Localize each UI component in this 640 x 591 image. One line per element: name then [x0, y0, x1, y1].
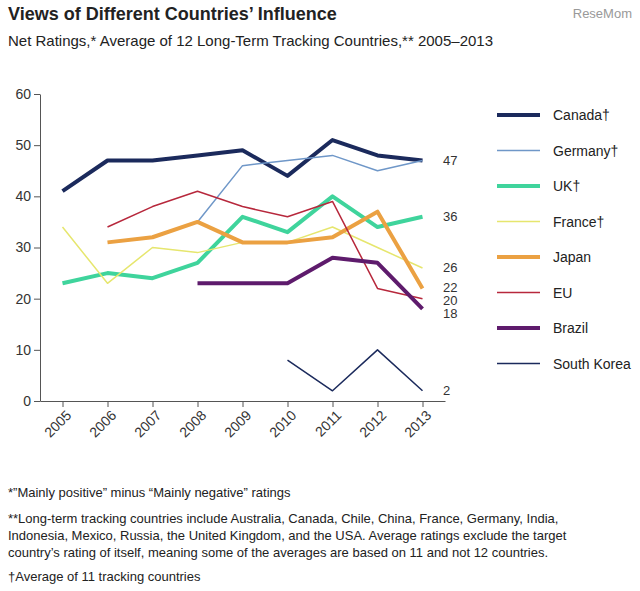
legend-swatch	[497, 292, 540, 294]
x-tick-mark	[198, 401, 199, 407]
legend-label: Canada†	[553, 107, 610, 123]
footnote: **Long-term tracking countries include A…	[8, 511, 558, 526]
end-label: 2	[443, 383, 450, 398]
legend-label: South Korea	[553, 356, 631, 372]
plot-lines	[63, 140, 423, 391]
x-tick-label: 2008	[176, 407, 209, 440]
legend-swatch	[497, 255, 540, 259]
x-tick: 2006	[86, 401, 119, 440]
legend-item: UK†	[497, 178, 580, 194]
y-tick-mark	[34, 299, 40, 300]
legend-item: France†	[497, 214, 604, 230]
legend-label: Japan	[553, 249, 591, 265]
y-tick-label: 20	[15, 291, 31, 307]
end-label: 18	[443, 306, 457, 321]
legend-item: Japan	[497, 249, 591, 265]
legend-label: Germany†	[553, 143, 618, 159]
y-axis-line	[40, 95, 41, 402]
y-tick-mark	[34, 196, 40, 197]
y-tick-label: 60	[15, 86, 31, 102]
y-tick-mark	[34, 145, 40, 146]
legend-label: UK†	[553, 178, 580, 194]
x-tick: 2009	[221, 401, 254, 440]
chart: Views of Different Countries’ Influence N…	[0, 0, 640, 591]
legend-item: Canada†	[497, 107, 610, 123]
x-tick-label: 2007	[131, 407, 164, 440]
legend-swatch	[497, 150, 540, 152]
series-line	[108, 212, 423, 289]
x-tick-mark	[423, 401, 424, 407]
x-tick-label: 2012	[356, 407, 389, 440]
x-tick: 2013	[401, 401, 434, 440]
y-tick: 60	[15, 86, 40, 102]
y-tick-label: 40	[15, 188, 31, 204]
x-tick-mark	[243, 401, 244, 407]
y-tick-mark	[34, 94, 40, 95]
y-tick-mark	[34, 401, 40, 402]
y-tick-mark	[34, 350, 40, 351]
y-tick-label: 30	[15, 239, 31, 255]
legend-swatch	[497, 221, 540, 223]
end-label: 26	[443, 260, 457, 275]
title: Views of Different Countries’ Influence	[8, 4, 337, 24]
x-tick: 2010	[266, 401, 299, 440]
x-tick-mark	[378, 401, 379, 407]
legend-label: Brazil	[553, 320, 588, 336]
series-line	[63, 227, 423, 283]
y-tick: 40	[15, 188, 40, 204]
footnote: *”Mainly positive” minus “Mainly negativ…	[8, 485, 291, 500]
footnote: †Average of 11 tracking countries	[8, 569, 201, 584]
legend-label: EU	[553, 285, 572, 301]
legend-swatch	[497, 363, 540, 365]
y-tick-label: 0	[23, 393, 31, 409]
series-line	[198, 258, 423, 309]
x-tick: 2005	[41, 401, 74, 440]
legend: Canada† Germany† UK† France† Japan EU Brazil So…	[497, 107, 631, 372]
y-tick: 20	[15, 291, 40, 307]
y-tick-label: 10	[15, 342, 31, 358]
legend-item: South Korea	[497, 356, 631, 372]
x-tick: 2012	[356, 401, 389, 440]
end-labels: 4736262220182	[443, 153, 457, 398]
x-axis: 2005 2006 2007 2008 2009 2010 2011 2012 2013	[41, 401, 446, 440]
legend-swatch	[497, 326, 540, 330]
x-tick-mark	[333, 401, 334, 407]
x-tick: 2007	[131, 401, 164, 440]
x-tick-mark	[63, 401, 64, 407]
x-tick-label: 2010	[266, 407, 299, 440]
y-tick: 10	[15, 342, 40, 358]
x-tick-label: 2013	[401, 407, 434, 440]
end-label: 47	[443, 153, 457, 168]
end-label: 36	[443, 209, 457, 224]
legend-item: Germany†	[497, 143, 618, 159]
y-axis: 0 10 20 30 40 50 60	[15, 86, 40, 409]
y-tick: 50	[15, 137, 40, 153]
legend-label: France†	[553, 214, 604, 230]
watermark: ReseMom	[573, 6, 632, 21]
x-tick: 2011	[312, 401, 345, 440]
legend-swatch	[497, 113, 540, 117]
x-tick-label: 2005	[41, 407, 74, 440]
x-tick-mark	[288, 401, 289, 407]
legend-item: EU	[497, 285, 572, 301]
x-tick-label: 2011	[312, 407, 345, 440]
y-tick: 30	[15, 239, 40, 255]
x-tick-label: 2006	[86, 407, 119, 440]
x-tick: 2008	[176, 401, 209, 440]
y-tick-mark	[34, 248, 40, 249]
y-tick: 0	[23, 393, 40, 409]
legend-swatch	[497, 184, 540, 188]
series-line	[288, 350, 423, 391]
y-tick-label: 50	[15, 137, 31, 153]
footnotes: *”Mainly positive” minus “Mainly negativ…	[8, 485, 567, 584]
footnote: Indonesia, Mexico, Russia, the United Ki…	[8, 528, 567, 543]
x-tick-mark	[108, 401, 109, 407]
x-tick-mark	[153, 401, 154, 407]
legend-item: Brazil	[497, 320, 588, 336]
x-tick-label: 2009	[221, 407, 254, 440]
footnote: country’s rating of itself, meaning some…	[8, 545, 548, 560]
subtitle: Net Ratings,* Average of 12 Long-Term Tr…	[8, 32, 493, 49]
